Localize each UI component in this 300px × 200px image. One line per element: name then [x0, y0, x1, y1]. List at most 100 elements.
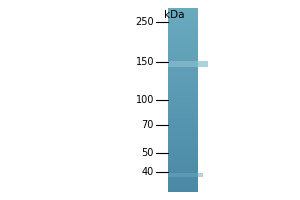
Bar — [168, 82, 198, 83]
Bar — [168, 172, 198, 173]
Bar — [168, 24, 198, 25]
Bar — [168, 66, 198, 67]
Bar — [168, 57, 198, 58]
Bar — [168, 44, 198, 45]
Text: 40: 40 — [142, 167, 154, 177]
Bar — [168, 123, 198, 124]
Bar — [168, 143, 198, 144]
Bar — [168, 188, 198, 189]
Bar — [168, 171, 198, 172]
Bar — [168, 127, 198, 128]
Bar — [168, 110, 198, 111]
Bar — [168, 173, 198, 174]
Text: 70: 70 — [142, 120, 154, 130]
Bar — [168, 58, 198, 59]
Bar — [168, 52, 198, 53]
Bar — [168, 89, 198, 90]
Bar — [168, 151, 198, 152]
Bar — [168, 25, 198, 26]
Bar — [168, 133, 198, 134]
Bar — [168, 40, 198, 41]
Bar — [168, 49, 198, 50]
Bar — [168, 146, 198, 147]
Bar — [168, 88, 198, 89]
Bar — [168, 34, 198, 35]
Bar — [168, 116, 198, 117]
Bar — [168, 141, 198, 142]
Bar — [168, 107, 198, 108]
Bar — [168, 46, 198, 47]
Bar — [168, 118, 198, 119]
Bar — [168, 9, 198, 10]
Bar — [168, 12, 198, 13]
Bar — [168, 62, 198, 63]
Bar — [168, 81, 198, 82]
Bar — [168, 137, 198, 138]
Bar — [168, 169, 198, 170]
Bar — [168, 37, 198, 38]
Bar — [168, 101, 198, 102]
Bar — [168, 125, 198, 126]
Bar — [168, 29, 198, 30]
Bar — [168, 31, 198, 32]
Bar — [168, 140, 198, 141]
Bar — [168, 48, 198, 49]
Bar — [168, 189, 198, 190]
Text: kDa: kDa — [164, 10, 184, 20]
Text: 250: 250 — [135, 17, 154, 27]
Bar — [168, 119, 198, 120]
Bar — [168, 76, 198, 77]
Bar — [168, 180, 198, 181]
Bar — [168, 70, 198, 71]
Bar — [168, 179, 198, 180]
Bar — [168, 154, 198, 155]
Bar — [168, 59, 198, 60]
Text: 100: 100 — [136, 95, 154, 105]
Bar — [168, 164, 198, 165]
Bar — [168, 20, 198, 21]
Bar — [168, 120, 198, 121]
Bar — [168, 35, 198, 36]
Bar — [168, 178, 198, 179]
Bar — [168, 77, 198, 78]
Bar — [168, 145, 198, 146]
Bar — [168, 148, 198, 149]
Bar — [168, 61, 198, 62]
Bar — [168, 87, 198, 88]
Bar — [168, 43, 198, 44]
Bar — [168, 186, 198, 187]
Bar — [168, 30, 198, 31]
Bar — [168, 155, 198, 156]
Bar — [168, 191, 198, 192]
Bar — [168, 157, 198, 158]
Bar — [168, 161, 198, 162]
Bar — [168, 55, 198, 56]
Bar — [168, 32, 198, 33]
Bar — [168, 115, 198, 116]
Bar — [168, 74, 198, 75]
Bar — [168, 113, 198, 114]
Bar — [168, 99, 198, 100]
Bar — [168, 170, 198, 171]
Bar — [168, 176, 198, 177]
Bar — [168, 128, 198, 129]
Bar — [168, 117, 198, 118]
Bar — [168, 174, 198, 175]
Bar — [168, 19, 198, 20]
Bar — [168, 184, 198, 185]
Bar — [168, 130, 198, 131]
Bar — [168, 8, 198, 9]
Bar — [168, 142, 198, 143]
Bar — [168, 134, 198, 135]
Bar — [168, 100, 198, 101]
Bar — [168, 150, 198, 151]
Bar — [168, 60, 198, 61]
Bar — [168, 167, 198, 168]
Bar — [168, 15, 198, 16]
Bar — [168, 21, 198, 22]
Bar — [168, 190, 198, 191]
Bar — [168, 112, 198, 113]
Bar — [168, 166, 198, 167]
Bar — [168, 183, 198, 184]
Bar — [168, 121, 198, 122]
